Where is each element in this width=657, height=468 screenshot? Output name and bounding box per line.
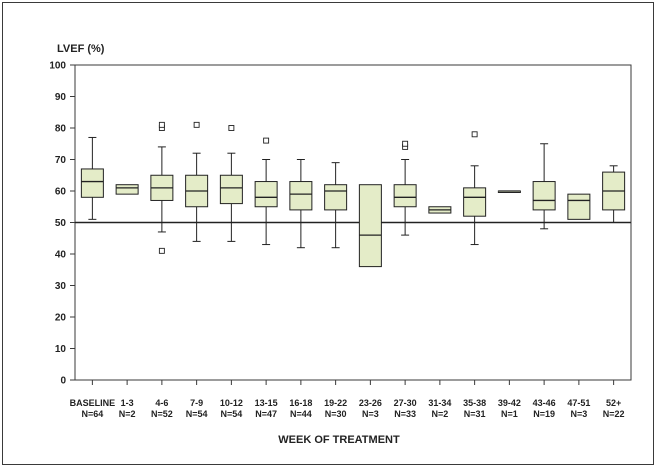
outlier-point <box>263 137 270 144</box>
x-axis-label: WEEK OF TREATMENT <box>278 434 400 446</box>
box-group: 31-34N=2 <box>428 206 451 419</box>
x-category-label: 4-6 <box>155 398 168 408</box>
x-category-label: 1-3 <box>121 398 134 408</box>
box <box>463 187 487 217</box>
box-group: 10-12N=54 <box>219 125 243 419</box>
box <box>324 184 348 211</box>
y-tick-label: 10 <box>55 344 67 355</box>
x-category-n-label: N=64 <box>81 409 103 419</box>
y-tick-label: 0 <box>60 376 66 387</box>
box <box>219 174 243 205</box>
x-category-label: 10-12 <box>220 398 243 408</box>
x-category-label: 47-51 <box>567 398 590 408</box>
y-tick-label: 30 <box>55 281 67 292</box>
box <box>393 184 417 208</box>
x-category-label: 43-46 <box>533 398 556 408</box>
x-category-label: 27-30 <box>394 398 417 408</box>
box-group: 43-46N=19 <box>532 143 556 419</box>
x-category-n-label: N=47 <box>255 409 277 419</box>
box <box>289 181 313 211</box>
outlier-point <box>193 121 200 128</box>
x-category-label: 19-22 <box>324 398 347 408</box>
y-tick-label: 90 <box>55 92 67 103</box>
box-group: 16-18N=44 <box>289 159 313 419</box>
box-group: 27-30N=33 <box>393 140 417 419</box>
box-group: 1-3N=2 <box>115 184 139 419</box>
x-category-n-label: N=3 <box>570 409 587 419</box>
outlier-point <box>228 125 235 131</box>
box <box>80 168 104 198</box>
y-tick-label: 70 <box>55 155 67 166</box>
outlier-point <box>471 131 478 138</box>
box-group: 19-22N=30 <box>324 162 348 419</box>
x-category-n-label: N=52 <box>151 409 173 419</box>
x-category-n-label: N=22 <box>603 409 625 419</box>
x-category-label: BASELINE <box>70 398 116 408</box>
x-category-n-label: N=31 <box>464 409 486 419</box>
x-category-n-label: N=44 <box>290 409 312 419</box>
x-category-n-label: N=2 <box>119 409 136 419</box>
x-category-n-label: N=54 <box>220 409 242 419</box>
x-category-n-label: N=54 <box>186 409 208 419</box>
box <box>115 184 139 195</box>
x-category-label: 23-26 <box>359 398 382 408</box>
x-category-n-label: N=2 <box>431 409 448 419</box>
box-plot-chart: LVEF (%) 0102030405060708090100BASELINEN… <box>49 43 632 446</box>
box-group: 47-51N=3 <box>567 193 591 419</box>
box-group: 4-6N=52 <box>150 121 174 419</box>
x-category-label: 31-34 <box>428 398 451 408</box>
box-group: 23-26N=3 <box>358 184 382 419</box>
y-tick-label: 60 <box>55 187 67 198</box>
x-category-n-label: N=1 <box>501 409 518 419</box>
box <box>358 184 382 268</box>
box-group: 52+N=22 <box>602 165 626 419</box>
box-group: 13-15N=47 <box>254 137 278 419</box>
x-category-label: 39-42 <box>498 398 521 408</box>
y-axis-label: LVEF (%) <box>57 43 105 55</box>
x-category-label: 7-9 <box>190 398 203 408</box>
outlier-point <box>402 140 409 147</box>
box-group: 39-42N=1 <box>498 190 521 419</box>
x-category-label: 52+ <box>606 398 621 408</box>
x-category-n-label: N=30 <box>325 409 347 419</box>
x-category-n-label: N=19 <box>533 409 555 419</box>
x-category-label: 13-15 <box>255 398 278 408</box>
y-tick-label: 20 <box>55 313 67 324</box>
box-group: 7-9N=54 <box>185 121 209 419</box>
y-tick-label: 50 <box>55 218 67 229</box>
outlier-point <box>158 247 165 254</box>
y-tick-label: 40 <box>55 250 67 261</box>
x-category-label: 35-38 <box>463 398 486 408</box>
box <box>567 193 591 220</box>
x-category-n-label: N=33 <box>394 409 416 419</box>
outlier-point <box>158 121 165 128</box>
y-tick-label: 80 <box>55 124 67 135</box>
box <box>254 181 278 208</box>
box <box>532 181 556 211</box>
x-category-n-label: N=3 <box>362 409 379 419</box>
box-group: 35-38N=31 <box>463 131 487 419</box>
x-category-label: 16-18 <box>289 398 312 408</box>
y-tick-label: 100 <box>49 61 66 72</box>
